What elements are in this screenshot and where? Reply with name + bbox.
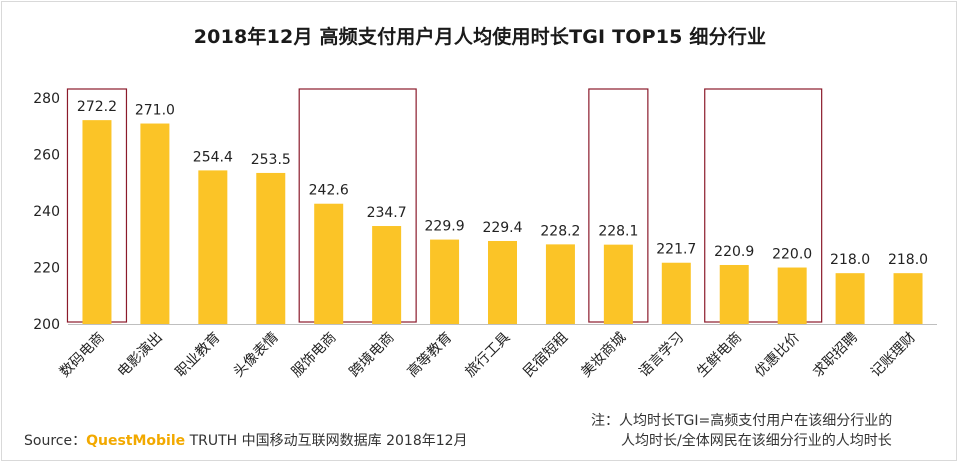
bar <box>82 120 112 324</box>
category-label: 服饰电商 <box>289 330 340 381</box>
bar <box>198 170 228 324</box>
bar <box>545 244 575 324</box>
bar <box>314 203 344 324</box>
category-label: 电影演出 <box>115 330 166 381</box>
bar <box>256 172 286 324</box>
note-line-2: 人均时长/全体网民在该细分行业的人均时长 <box>621 433 892 449</box>
category-label: 高等教育 <box>404 329 456 381</box>
value-label: 234.7 <box>367 205 407 221</box>
source-prefix: Source： <box>24 433 87 449</box>
value-label: 228.1 <box>598 224 638 240</box>
category-label: 语言学习 <box>636 330 687 381</box>
y-tick-label: 220 <box>33 261 60 277</box>
category-label: 求职招聘 <box>810 330 861 381</box>
bar <box>661 262 691 324</box>
category-label: 职业教育 <box>173 330 224 381</box>
highlight-box <box>298 88 417 323</box>
value-label: 229.4 <box>482 220 522 236</box>
value-label: 254.4 <box>193 149 233 165</box>
y-tick-label: 280 <box>33 91 60 107</box>
category-label: 优惠比价 <box>752 330 803 381</box>
highlight-box <box>704 88 823 323</box>
bar <box>372 226 402 324</box>
value-label: 220.0 <box>772 247 812 263</box>
source-brand: QuestMobile <box>86 433 186 449</box>
y-tick-label: 240 <box>33 204 60 220</box>
chart-title: 2018年12月 高频支付用户月人均使用时长TGI TOP15 细分行业 <box>193 26 767 48</box>
category-label: 数码电商 <box>57 330 108 381</box>
bar <box>777 267 807 324</box>
value-label: 253.5 <box>251 152 291 168</box>
y-tick-label: 200 <box>33 317 60 333</box>
source-line: Source：QuestMobile TRUTH 中国移动互联网数据库 2018… <box>24 430 468 450</box>
bar <box>430 239 460 324</box>
category-label: 记账理财 <box>868 330 919 381</box>
source-rest: TRUTH 中国移动互联网数据库 2018年12月 <box>185 433 468 449</box>
category-label: 旅行工具 <box>462 330 513 381</box>
category-label: 民宿短租 <box>520 329 572 381</box>
value-label: 221.7 <box>656 242 696 258</box>
value-label: 218.0 <box>830 252 870 268</box>
bar <box>488 240 517 324</box>
value-label: 220.9 <box>714 244 754 260</box>
note-line-1: 注：人均时长TGI=高频支付用户在该细分行业的 <box>591 413 893 429</box>
category-label: 头像表情 <box>231 330 282 381</box>
value-label: 228.2 <box>540 223 580 239</box>
value-label: 272.2 <box>77 99 117 115</box>
y-tick-label: 260 <box>33 148 60 164</box>
category-label: 生鲜电商 <box>694 330 745 381</box>
bar <box>603 244 633 324</box>
bar <box>835 273 865 324</box>
category-label: 美妆商城 <box>578 330 629 381</box>
bar <box>719 264 749 324</box>
bar <box>893 273 923 324</box>
value-label: 229.9 <box>425 219 465 235</box>
value-label: 242.6 <box>309 183 349 199</box>
value-label: 271.0 <box>135 103 175 119</box>
bar <box>140 123 170 324</box>
note: 注：人均时长TGI=高频支付用户在该细分行业的人均时长/全体网民在该细分行业的人… <box>591 411 936 451</box>
value-label: 218.0 <box>888 252 928 268</box>
category-label: 跨境电商 <box>347 330 398 381</box>
